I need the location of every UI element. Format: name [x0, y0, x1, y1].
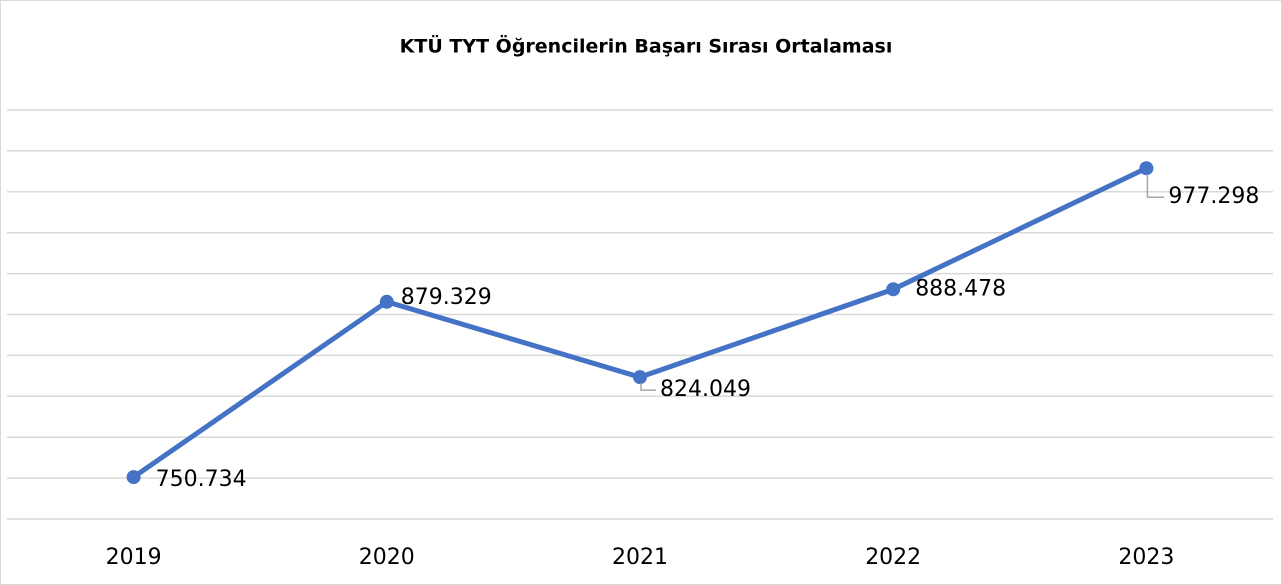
x-tick-label: 2019 [106, 545, 162, 570]
data-label: 750.734 [156, 467, 247, 492]
data-label: 977.298 [1168, 184, 1259, 209]
data-label: 879.329 [401, 285, 492, 310]
marker [1139, 161, 1154, 176]
x-tick-label: 2023 [1118, 545, 1174, 570]
marker [633, 370, 647, 385]
x-tick-label: 2020 [359, 545, 415, 570]
chart-title: KTÜ TYT Öğrencilerin Başarı Sırası Ortal… [400, 34, 893, 58]
x-tick-label: 2022 [865, 545, 921, 570]
leader-line [1146, 174, 1165, 198]
marker [379, 294, 394, 309]
data-label: 824.049 [660, 377, 751, 402]
leader-line [640, 383, 656, 391]
marker [886, 282, 901, 297]
marker [126, 470, 141, 485]
x-tick-label: 2021 [612, 545, 668, 570]
data-label: 888.478 [915, 276, 1006, 301]
